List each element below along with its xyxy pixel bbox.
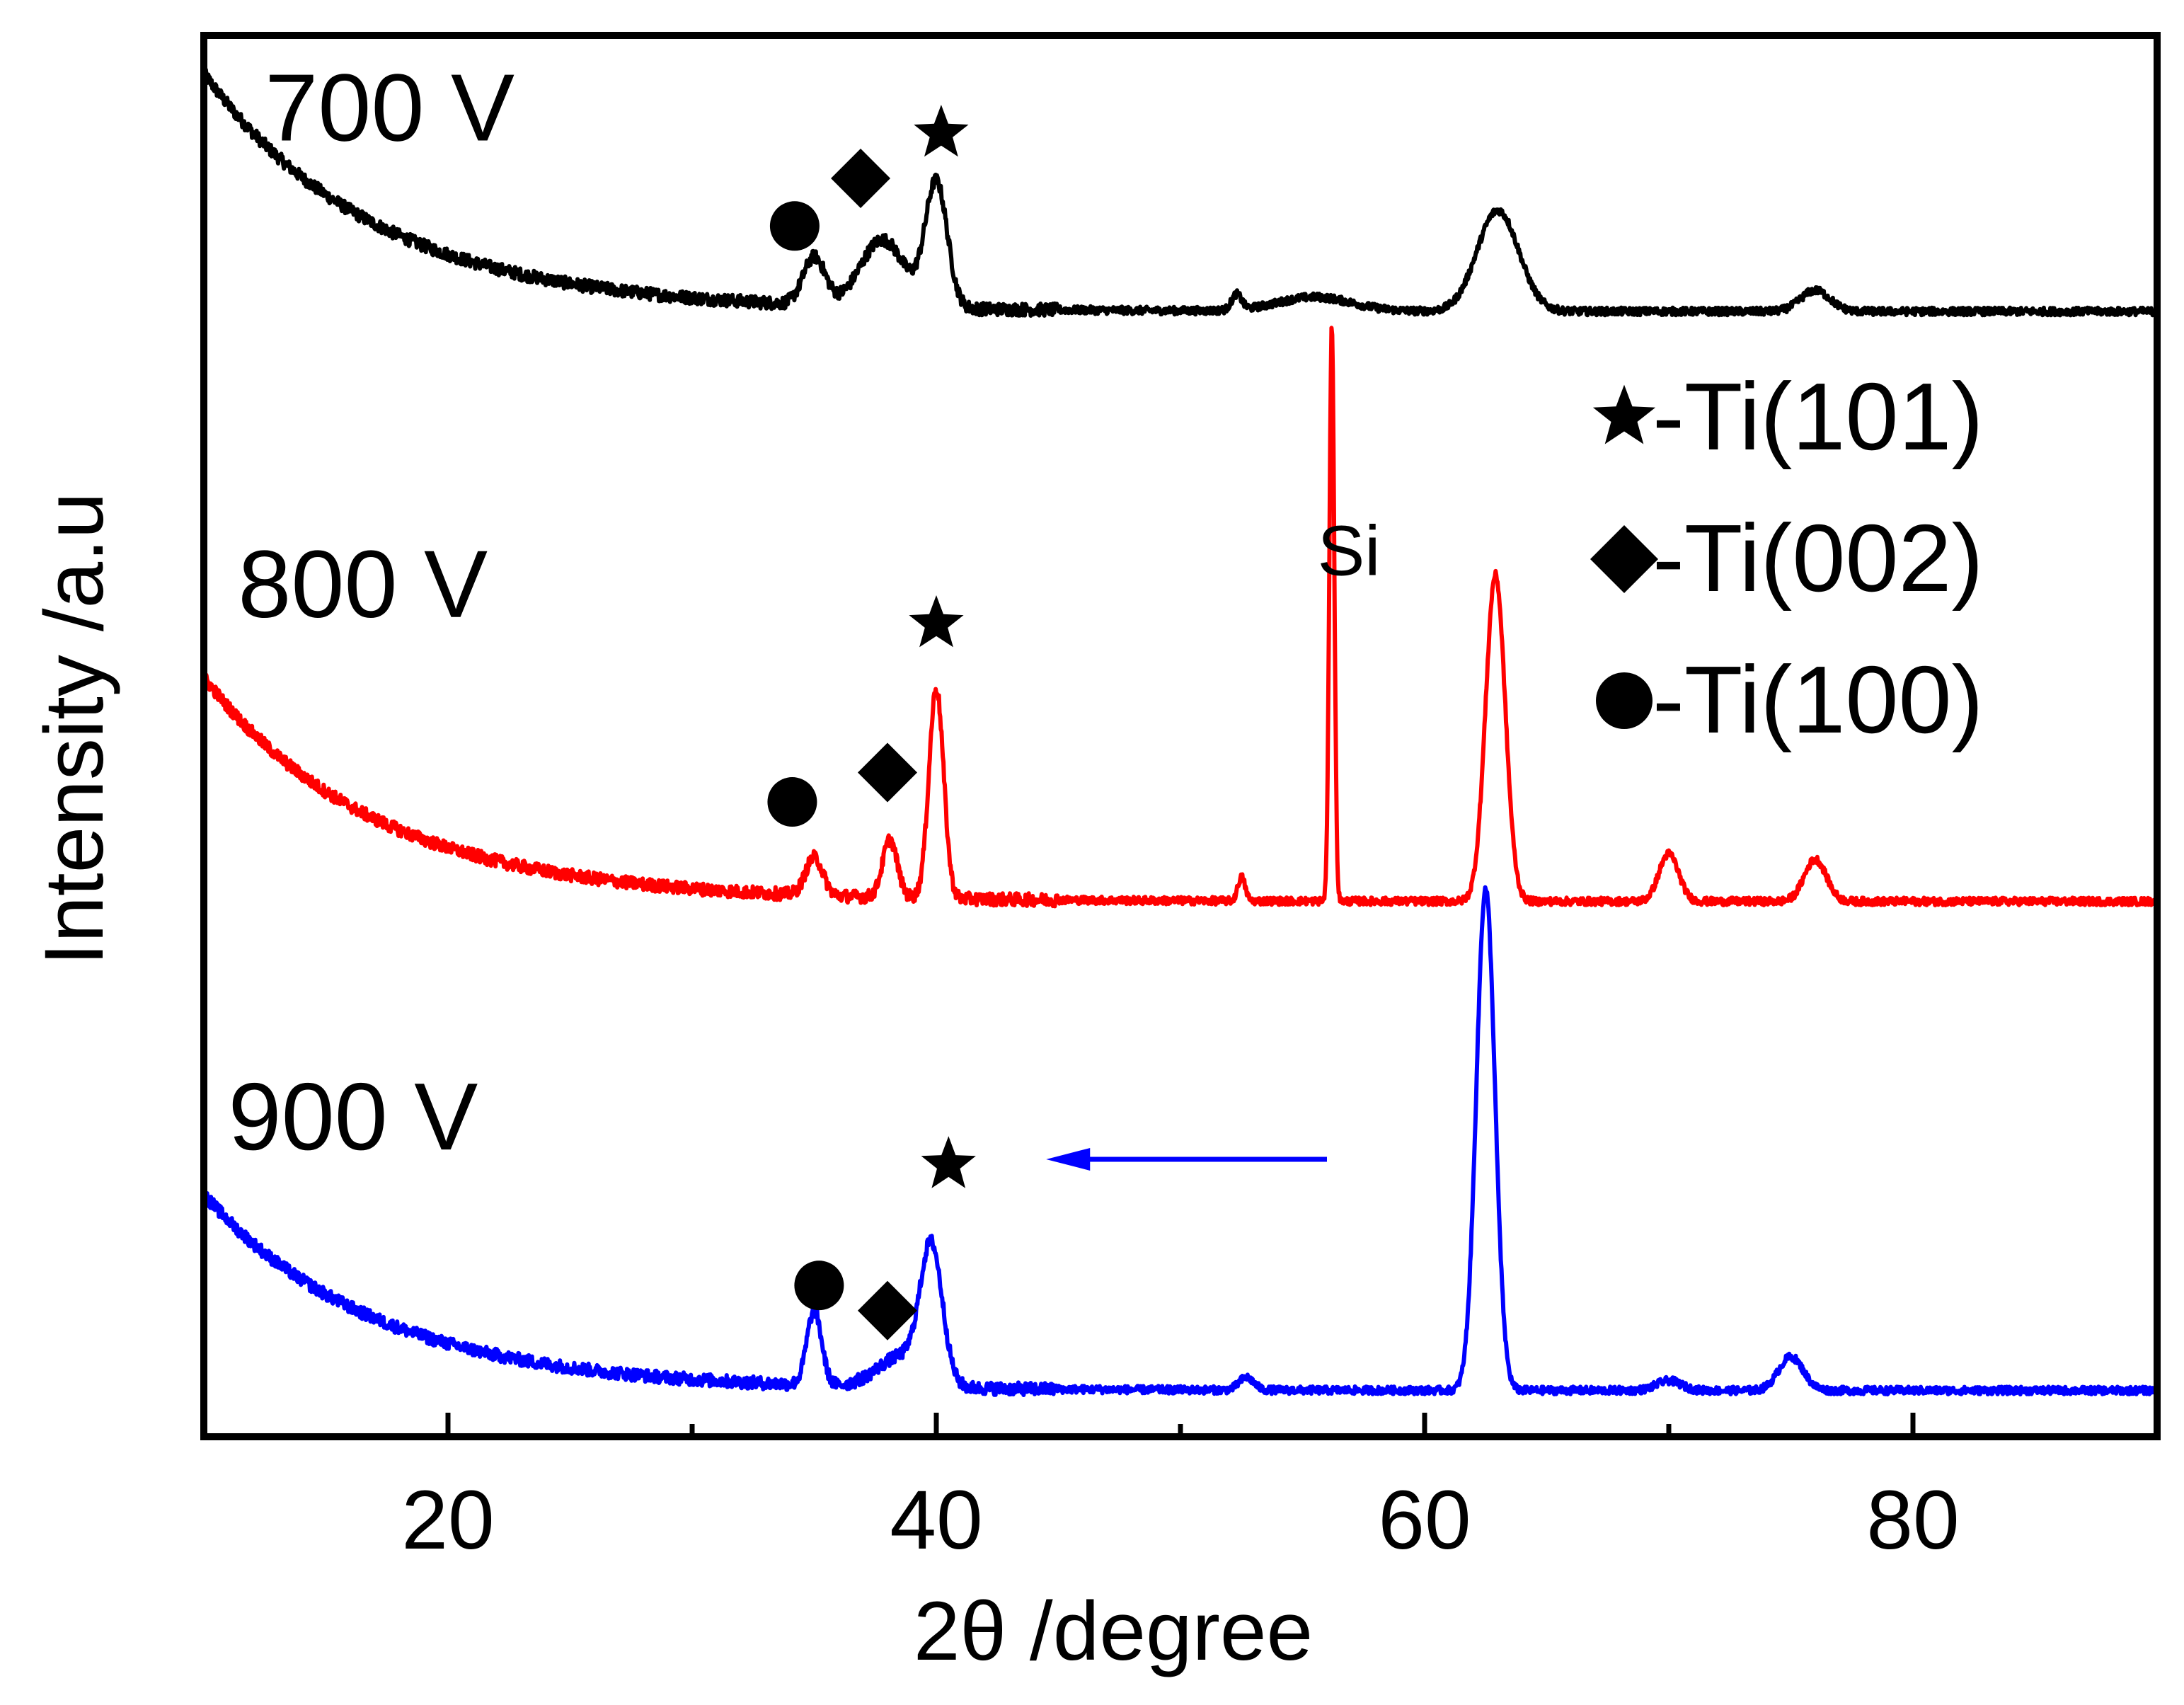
peak-marker-star-800-v bbox=[909, 595, 964, 648]
x-tick-label: 60 bbox=[1378, 1474, 1471, 1567]
series-label-800-v: 800 V bbox=[238, 531, 488, 638]
series-line-700-v bbox=[202, 67, 2159, 318]
series-layer bbox=[202, 67, 2159, 1397]
legend-marker-diamond bbox=[1590, 525, 1658, 593]
peak-marker-star-900-v bbox=[921, 1136, 976, 1188]
peak-marker-circle-700-v bbox=[769, 201, 820, 251]
y-axis-title: Intensity /a.u bbox=[28, 492, 121, 965]
legend-marker-star bbox=[1592, 384, 1656, 444]
peak-marker-diamond-800-v bbox=[858, 742, 917, 803]
legend-text: -Ti(002) bbox=[1653, 505, 1984, 612]
legend-text: -Ti(101) bbox=[1653, 363, 1984, 470]
si-peak-label: Si bbox=[1318, 511, 1381, 590]
shift-arrow-head bbox=[1046, 1147, 1091, 1171]
peak-marker-star-700-v bbox=[914, 105, 969, 157]
x-tick-label: 40 bbox=[890, 1474, 982, 1567]
annotation-layer: 700 V 800 V Si 900 V bbox=[229, 54, 1381, 1341]
peak-marker-circle-900-v bbox=[794, 1261, 844, 1311]
legend-marker-circle bbox=[1596, 672, 1653, 729]
legend-text: -Ti(100) bbox=[1653, 646, 1984, 753]
peak-marker-diamond-700-v bbox=[831, 148, 891, 208]
x-tick-label: 20 bbox=[401, 1474, 494, 1567]
series-line-900-v bbox=[202, 885, 2159, 1397]
peak-marker-diamond-900-v bbox=[858, 1280, 917, 1341]
series-line-800-v bbox=[202, 326, 2159, 909]
x-tick-label: 80 bbox=[1866, 1474, 1959, 1567]
x-axis-title: 2θ /degree bbox=[914, 1585, 1313, 1678]
legend: -Ti(101) -Ti(002) -Ti(100) bbox=[1590, 363, 1984, 753]
peak-marker-circle-800-v bbox=[767, 777, 817, 827]
series-label-700-v: 700 V bbox=[265, 54, 515, 161]
series-label-900-v: 900 V bbox=[229, 1063, 478, 1170]
x-axis: 20 40 60 80 bbox=[401, 1413, 1960, 1567]
